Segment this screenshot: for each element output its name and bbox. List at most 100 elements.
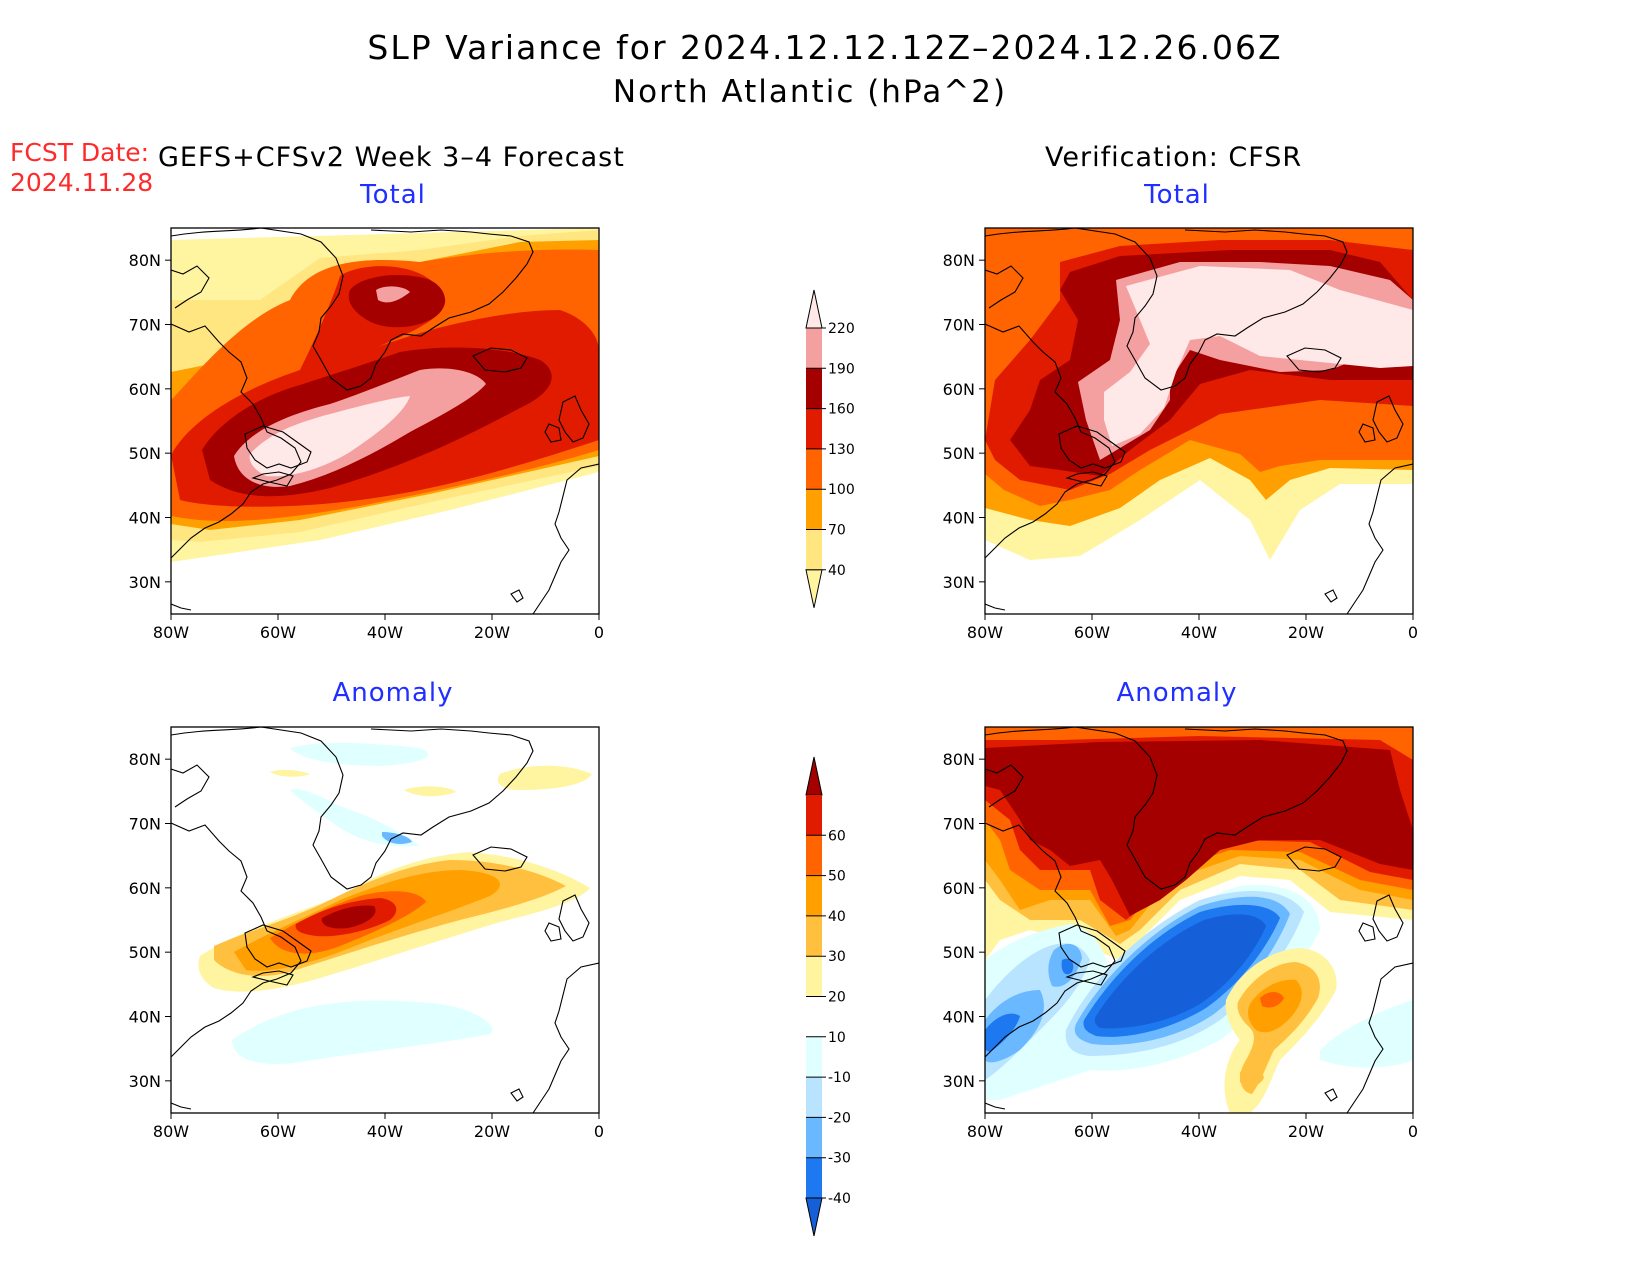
forecast-total-map <box>170 227 600 615</box>
verification-total-map <box>984 227 1414 615</box>
colorbar-swatch <box>806 795 822 836</box>
lon-tick-label: 20W <box>474 1122 510 1141</box>
forecast-anomaly-title: Anomaly <box>332 678 454 708</box>
colorbar-swatch <box>806 1157 822 1198</box>
verification-anomaly-map <box>984 726 1414 1114</box>
lon-tick-label: 60W <box>260 623 296 642</box>
colorbar-label: 130 <box>828 442 855 458</box>
colorbar-anomaly: -40 -30 -20 -10 10 20 30 40 50 60 <box>805 756 851 1237</box>
lat-tick-label: 50N <box>943 943 975 962</box>
colorbar-label: -30 <box>828 1151 851 1167</box>
lat-tick-label: 80N <box>943 750 975 769</box>
lat-tick-label: 30N <box>943 1072 975 1091</box>
lon-tick-label: 80W <box>967 623 1003 642</box>
verification-total-title: Total <box>1144 180 1210 210</box>
lon-tick-label: 40W <box>1181 1122 1217 1141</box>
colorbar-swatch <box>806 996 822 1037</box>
lat-tick-label: 80N <box>129 251 161 270</box>
colorbar-swatch <box>806 328 822 369</box>
colorbar-label: 10 <box>828 1030 846 1046</box>
colorbar-label: 160 <box>828 402 855 418</box>
colorbar-label: 20 <box>828 990 846 1006</box>
lat-tick-label: 40N <box>943 509 975 528</box>
colorbar-swatch <box>806 1036 822 1078</box>
forecast-column-heading: GEFS+CFSv2 Week 3–4 Forecast <box>158 142 625 173</box>
colorbar-swatch <box>806 489 822 530</box>
lat-tick-label: 80N <box>129 750 161 769</box>
colorbar-label: 40 <box>828 563 846 579</box>
lat-tick-label: 30N <box>943 573 975 592</box>
lon-tick-label: 40W <box>367 623 403 642</box>
lat-tick-label: 70N <box>129 815 161 834</box>
colorbar-label: 60 <box>828 828 846 844</box>
lat-tick-label: 80N <box>943 251 975 270</box>
colorbar-swatch <box>806 1077 822 1118</box>
lon-tick-label: 60W <box>1074 1122 1110 1141</box>
lat-tick-label: 40N <box>943 1008 975 1027</box>
colorbar-label: 220 <box>828 321 855 337</box>
lon-tick-label: 20W <box>1288 1122 1324 1141</box>
figure-subtitle: North Atlantic (hPa^2) <box>612 74 1008 110</box>
colorbar-label: 70 <box>828 523 846 539</box>
colorbar-swatch <box>806 408 822 449</box>
lat-tick-label: 50N <box>129 444 161 463</box>
lon-tick-label: 80W <box>153 1122 189 1141</box>
lon-tick-label: 80W <box>967 1122 1003 1141</box>
colorbar-swatch <box>806 368 822 409</box>
lon-tick-label: 60W <box>260 1122 296 1141</box>
lon-tick-label: 0 <box>1408 1122 1418 1141</box>
forecast-date: FCST Date: 2024.11.28 <box>10 138 153 198</box>
lat-tick-label: 50N <box>943 444 975 463</box>
lon-tick-label: 40W <box>367 1122 403 1141</box>
lon-tick-label: 40W <box>1181 623 1217 642</box>
figure-title: SLP Variance for 2024.12.12.12Z–2024.12.… <box>367 28 1283 67</box>
verification-column-heading: Verification: CFSR <box>1045 142 1303 173</box>
lat-tick-label: 70N <box>943 316 975 335</box>
colorbar-label: -20 <box>828 1110 851 1126</box>
colorbar-top-arrow <box>805 756 823 796</box>
colorbar-label: -40 <box>828 1191 851 1207</box>
lon-tick-label: 20W <box>474 623 510 642</box>
lat-tick-label: 30N <box>129 573 161 592</box>
lat-tick-label: 60N <box>943 879 975 898</box>
colorbar-swatch <box>806 1117 822 1158</box>
lon-tick-label: 20W <box>1288 623 1324 642</box>
axis-ticks-layer: 80N 70N 60N 50N 40N 30N 80W 60W 40W 20W 0 80N 70N 60N… <box>129 251 1418 1141</box>
colorbar-swatch <box>806 448 822 490</box>
lat-tick-label: 60N <box>943 380 975 399</box>
colorbar-label: 50 <box>828 869 846 885</box>
colorbar-bottom-arrow <box>805 1197 823 1237</box>
colorbar-swatch <box>806 529 822 570</box>
forecast-date-label: FCST Date: <box>10 138 150 167</box>
colorbar-label: 190 <box>828 361 855 377</box>
lat-tick-label: 70N <box>943 815 975 834</box>
colorbar-label: 40 <box>828 909 846 925</box>
lat-tick-label: 70N <box>129 316 161 335</box>
lon-tick-label: 80W <box>153 623 189 642</box>
lat-tick-label: 30N <box>129 1072 161 1091</box>
colorbar-total: 40 70 100 130 160 190 220 <box>805 289 855 608</box>
colorbar-bottom-arrow <box>805 569 823 608</box>
colorbar-top-arrow <box>805 289 823 329</box>
colorbar-label: 100 <box>828 482 855 498</box>
lon-tick-label: 60W <box>1074 623 1110 642</box>
forecast-date-value: 2024.11.28 <box>10 168 154 197</box>
colorbar-label: 30 <box>828 949 846 965</box>
lat-tick-label: 40N <box>129 509 161 528</box>
colorbar-swatch <box>806 956 822 997</box>
colorbar-label: -10 <box>828 1070 851 1086</box>
lon-tick-label: 0 <box>594 623 604 642</box>
colorbar-swatch <box>806 875 822 916</box>
colorbar-swatch <box>806 835 822 876</box>
lat-tick-label: 40N <box>129 1008 161 1027</box>
lon-tick-label: 0 <box>1408 623 1418 642</box>
colorbar-swatch <box>806 915 822 957</box>
lat-tick-label: 50N <box>129 943 161 962</box>
lat-tick-label: 60N <box>129 879 161 898</box>
verification-anomaly-title: Anomaly <box>1116 678 1238 708</box>
forecast-anomaly-map <box>170 726 600 1114</box>
lon-tick-label: 0 <box>594 1122 604 1141</box>
forecast-total-title: Total <box>360 180 426 210</box>
lat-tick-label: 60N <box>129 380 161 399</box>
